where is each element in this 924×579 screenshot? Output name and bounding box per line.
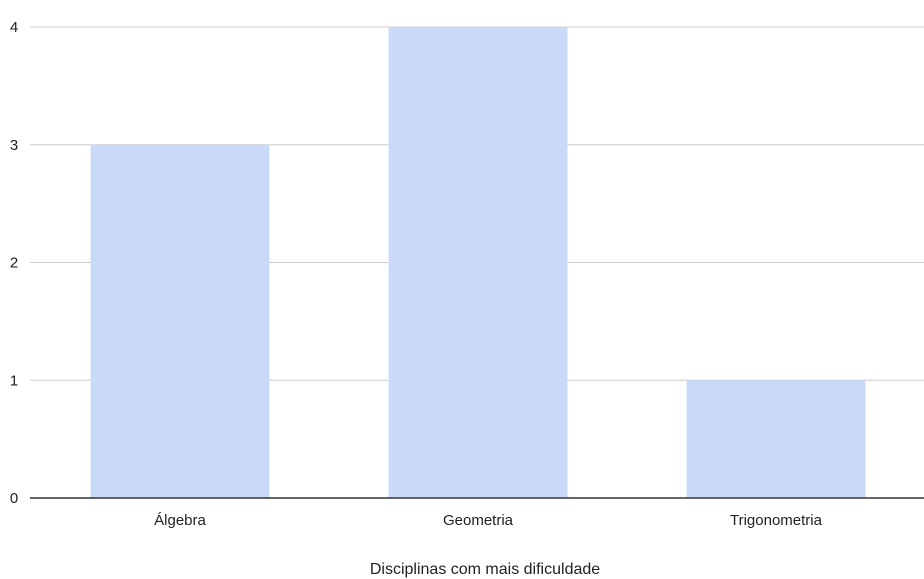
y-tick-label: 4	[10, 19, 18, 36]
x-tick-labels: Álgebra Geometria Trigonometria	[154, 512, 822, 529]
x-axis-title: Disciplinas com mais dificuldade	[370, 561, 600, 578]
x-tick-label: Álgebra	[154, 512, 206, 529]
y-tick-label: 1	[10, 372, 18, 389]
y-tick-labels: 0 1 2 3 4	[10, 19, 18, 507]
bars	[90, 27, 866, 498]
x-tick-label: Geometria	[443, 512, 514, 529]
y-tick-label: 0	[10, 490, 18, 507]
bar-geometria	[388, 27, 568, 498]
x-tick-label: Trigonometria	[730, 512, 823, 529]
bar-trigonometria	[686, 380, 866, 498]
y-tick-label: 3	[10, 137, 18, 154]
bar-álgebra	[90, 144, 270, 498]
y-tick-label: 2	[10, 255, 18, 272]
